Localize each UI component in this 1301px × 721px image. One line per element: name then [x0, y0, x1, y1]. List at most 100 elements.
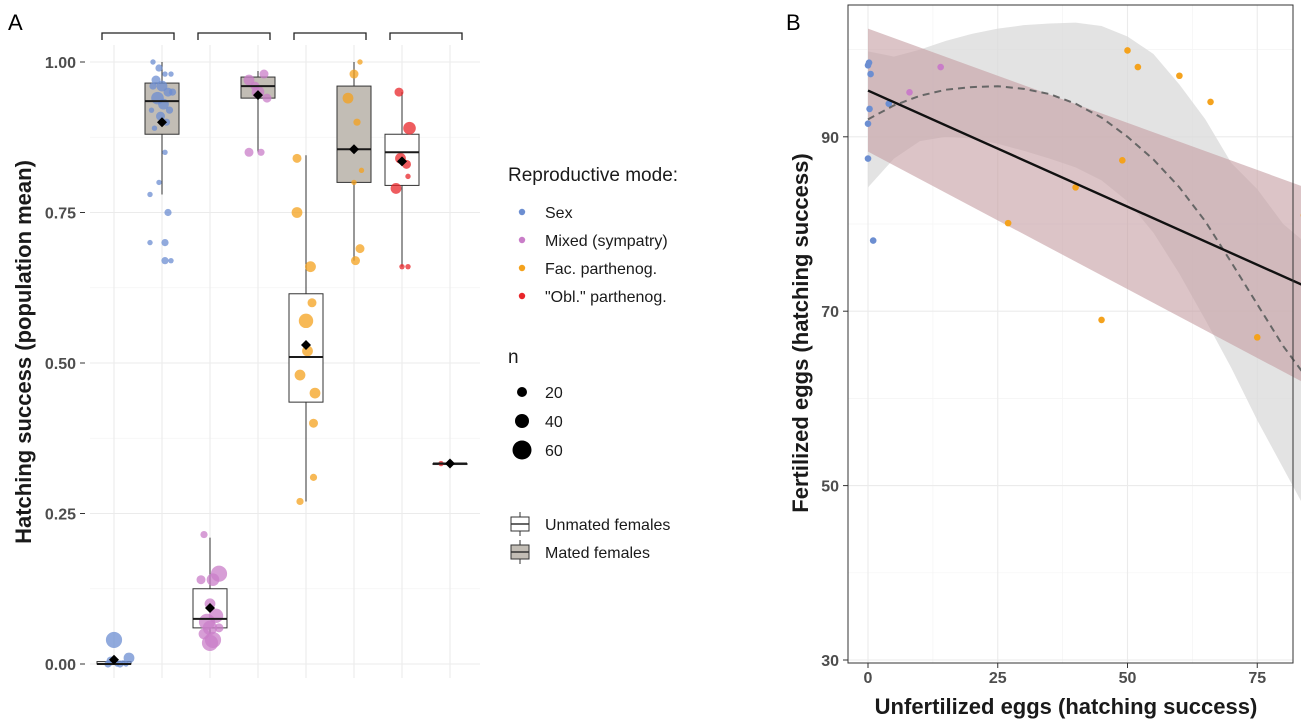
legend-label-sex: Sex	[545, 205, 573, 222]
data-point	[162, 71, 168, 77]
data-point	[168, 257, 174, 264]
comparison-bracket	[101, 32, 175, 40]
data-point	[105, 631, 123, 649]
x-tick-label: 50	[1119, 670, 1137, 687]
legend-key-sex	[518, 208, 526, 216]
y-axis-title: Hatching success (population mean)	[11, 160, 36, 544]
data-point	[165, 106, 174, 114]
legend-label-mixed: Mixed (sympatry)	[545, 233, 668, 250]
data-point	[243, 74, 255, 86]
data-point	[156, 80, 168, 92]
legend-size-60	[512, 440, 532, 460]
loess-fit-line	[867, 85, 1301, 372]
data-point	[294, 369, 306, 381]
y-tick-label: 0.75	[45, 206, 76, 223]
data-point	[305, 261, 316, 273]
mean-marker	[205, 603, 215, 614]
scatter-point-fac	[1253, 334, 1261, 341]
legend-key-obl	[518, 292, 526, 300]
box-group-mixed-mated	[240, 69, 276, 157]
y-tick-label: 30	[821, 653, 839, 670]
data-point	[390, 183, 402, 194]
mean-marker	[157, 117, 167, 128]
legend-fill-label: Mated females	[545, 545, 650, 562]
data-point	[151, 125, 158, 131]
legend-mode-title: Reproductive mode:	[508, 165, 678, 186]
scatter-point-sex	[867, 70, 874, 78]
scatter-point-fac	[1124, 47, 1131, 54]
panel-b-plot	[848, 5, 1301, 663]
panel-a-tag: A	[8, 10, 23, 35]
panel-a-plot	[90, 45, 480, 678]
mean-marker	[253, 90, 263, 101]
data-point	[292, 153, 302, 163]
mean-marker	[445, 458, 455, 469]
linear-fit-line	[867, 89, 1301, 286]
y-tick-label: 70	[821, 304, 839, 321]
legend-key-fac	[518, 264, 526, 272]
data-point	[405, 263, 411, 270]
data-point	[161, 257, 169, 265]
box-group-mixed-unmated	[192, 530, 228, 652]
panel-b-tag: B	[786, 10, 801, 35]
legend-size-label: 40	[545, 414, 563, 431]
scatter-point-fac	[1004, 219, 1012, 227]
y-tick-label: 0.50	[45, 356, 76, 373]
scatter-point-fac	[1207, 98, 1214, 106]
data-point	[201, 634, 219, 652]
data-point	[309, 418, 318, 428]
data-point	[164, 208, 172, 217]
data-point	[214, 623, 224, 633]
y-tick-label: 90	[821, 130, 839, 147]
x-tick-label: 25	[989, 670, 1007, 687]
data-point	[405, 173, 411, 180]
data-point	[200, 530, 208, 539]
scatter-point-sex	[864, 120, 872, 128]
legend-fill-label: Unmated females	[545, 517, 670, 534]
scatter-point-sex	[885, 100, 893, 107]
box-group-sex-mated	[144, 59, 180, 265]
loess-confidence-band	[868, 22, 1301, 502]
scatter-point-fac	[1072, 184, 1079, 191]
scatter-point-sex	[869, 237, 877, 244]
scatter-point-sex	[865, 59, 873, 66]
y-tick-label: 0.00	[45, 657, 76, 674]
data-point	[353, 118, 361, 126]
legend-label-obl: "Obl." parthenog.	[545, 289, 667, 306]
data-point	[123, 652, 135, 664]
data-point	[403, 121, 416, 135]
box-group-fac-mated	[336, 59, 372, 266]
y-axis-title-b: Fertilized eggs (hatching success)	[788, 153, 813, 512]
data-point	[257, 148, 265, 156]
data-point	[149, 82, 157, 90]
scatter-point-fac	[1119, 157, 1126, 164]
data-point	[206, 573, 220, 587]
data-point	[259, 69, 269, 79]
scatter-point-fac	[1176, 72, 1183, 80]
data-point	[349, 69, 359, 79]
scatter-point-fac	[1098, 316, 1105, 324]
data-point	[147, 239, 153, 246]
data-point	[309, 387, 321, 399]
data-point	[296, 497, 304, 506]
lm-confidence-band	[868, 28, 1301, 382]
box-group-obl-mated	[432, 458, 468, 469]
mean-marker	[109, 654, 119, 665]
x-axis-title: Unfertilized eggs (hatching success)	[875, 694, 1258, 719]
y-tick-label: 1.00	[45, 55, 76, 72]
legend-key-mixed	[518, 236, 526, 244]
y-tick-label: 50	[821, 479, 839, 496]
data-point	[298, 313, 314, 329]
data-point	[196, 575, 206, 585]
legend-n-title: n	[508, 347, 519, 368]
scatter-point-mixed	[906, 89, 913, 96]
data-point	[162, 149, 168, 155]
data-point	[244, 147, 254, 157]
data-point	[342, 92, 354, 104]
mean-marker	[397, 156, 407, 167]
box-group-fac-unmated	[288, 153, 324, 506]
comparison-bracket	[293, 32, 367, 40]
data-point	[394, 87, 404, 97]
box-group-sex-unmated	[96, 631, 135, 668]
data-point	[148, 107, 155, 113]
